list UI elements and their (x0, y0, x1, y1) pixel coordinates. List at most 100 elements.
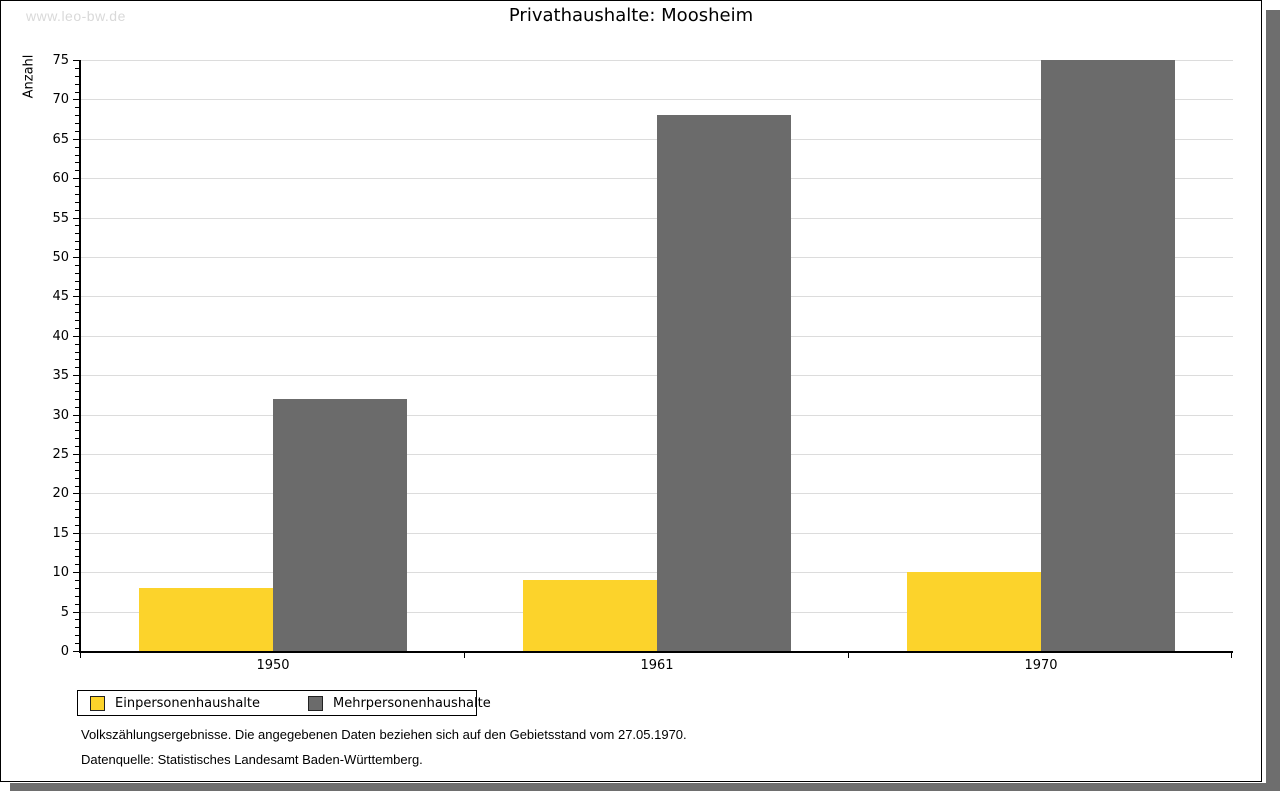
y-axis-major-tick-60 (73, 178, 79, 179)
y-axis-minor-tick (75, 486, 79, 487)
y-axis-minor-tick (75, 210, 79, 211)
y-axis-major-tick-15 (73, 533, 79, 534)
y-axis-minor-tick (75, 76, 79, 77)
y-axis-tick-label-0: 0 (60, 644, 69, 659)
y-axis-tick-label-70: 70 (52, 92, 69, 107)
y-axis-minor-tick (75, 359, 79, 360)
y-axis-minor-tick (75, 147, 79, 148)
y-axis-minor-tick (75, 107, 79, 108)
x-axis-boundary-tick (1231, 653, 1232, 658)
y-axis-minor-tick (75, 170, 79, 171)
y-axis-minor-tick (75, 446, 79, 447)
y-axis-minor-tick (75, 525, 79, 526)
y-axis-minor-tick (75, 438, 79, 439)
y-axis-minor-tick (75, 84, 79, 85)
y-axis-minor-tick (75, 422, 79, 423)
gridline-y-70 (81, 99, 1233, 100)
plot-area: 0 5 10 15 20 25 30 35 40 45 50 55 60 65 70 75 1950 1961 19… (52, 53, 1233, 673)
x-axis-boundary-tick (848, 653, 849, 658)
y-axis-minor-tick (75, 241, 79, 242)
y-axis-tick-label-75: 75 (52, 53, 69, 68)
bar-mehrpersonenhaushalte-1970 (1041, 60, 1175, 651)
y-axis-minor-tick (75, 155, 79, 156)
legend-label-mehrpersonenhaushalte: Mehrpersonenhaushalte (333, 695, 491, 711)
y-axis-minor-tick (75, 391, 79, 392)
y-axis-tick-label-5: 5 (60, 605, 69, 620)
y-axis-minor-tick (75, 517, 79, 518)
y-axis-minor-tick (75, 549, 79, 550)
y-axis-minor-tick (75, 194, 79, 195)
y-axis-tick-label-20: 20 (52, 486, 69, 501)
y-axis-minor-tick (75, 509, 79, 510)
legend-label-einpersonenhaushalte: Einpersonenhaushalte (115, 695, 260, 711)
x-axis-category-label-1970: 1970 (1024, 658, 1058, 673)
y-axis-minor-tick (75, 556, 79, 557)
y-axis-tick-label-45: 45 (52, 289, 69, 304)
y-axis-minor-tick (75, 304, 79, 305)
y-axis-minor-tick (75, 92, 79, 93)
watermark: www.leo-bw.de (26, 8, 126, 24)
y-axis-minor-tick (75, 462, 79, 463)
frame-shadow-bottom (10, 783, 1280, 791)
y-axis-minor-tick (75, 564, 79, 565)
y-axis-major-tick-20 (73, 493, 79, 494)
bar-einpersonenhaushalte-1961 (523, 580, 657, 651)
y-axis-minor-tick (75, 281, 79, 282)
y-axis-tick-label-10: 10 (52, 565, 69, 580)
footnote-data-source: Datenquelle: Statistisches Landesamt Bad… (81, 752, 423, 767)
y-axis-major-tick-5 (73, 612, 79, 613)
y-axis-minor-tick (75, 312, 79, 313)
legend-swatch-einpersonenhaushalte (90, 695, 105, 711)
chart-frame: www.leo-bw.de Privathaushalte: Moosheim … (0, 0, 1262, 782)
y-axis-minor-tick (75, 233, 79, 234)
y-axis-major-tick-75 (73, 60, 79, 61)
y-axis-major-tick-25 (73, 454, 79, 455)
y-axis-major-tick-55 (73, 218, 79, 219)
y-axis-minor-tick (75, 289, 79, 290)
y-axis-minor-tick (75, 407, 79, 408)
y-axis-tick-label-30: 30 (52, 408, 69, 423)
y-axis-minor-tick (75, 320, 79, 321)
y-axis-tick-label-25: 25 (52, 447, 69, 462)
y-axis-minor-tick (75, 352, 79, 353)
y-axis-minor-tick (75, 249, 79, 250)
y-axis-minor-tick (75, 627, 79, 628)
y-axis-minor-tick (75, 115, 79, 116)
y-axis-tick-label-65: 65 (52, 132, 69, 147)
y-axis-minor-tick (75, 265, 79, 266)
y-axis-minor-tick (75, 430, 79, 431)
y-axis-major-tick-10 (73, 572, 79, 573)
y-axis-minor-tick (75, 478, 79, 479)
footnote-census-note: Volkszählungsergebnisse. Die angegebenen… (81, 727, 687, 742)
y-axis-tick-label-55: 55 (52, 211, 69, 226)
x-axis-category-label-1950: 1950 (256, 658, 290, 673)
bar-einpersonenhaushalte-1950 (139, 588, 273, 651)
gridline-y-75 (81, 60, 1233, 61)
frame-shadow-right (1266, 10, 1280, 791)
y-axis-major-tick-70 (73, 99, 79, 100)
y-axis-tick-label-50: 50 (52, 250, 69, 265)
legend: Einpersonenhaushalte Mehrpersonenhaushal… (77, 690, 491, 716)
bar-mehrpersonenhaushalte-1961 (657, 115, 791, 651)
y-axis-major-tick-65 (73, 139, 79, 140)
x-axis-boundary-tick (80, 653, 81, 658)
y-axis-minor-tick (75, 643, 79, 644)
y-axis-minor-tick (75, 541, 79, 542)
bar-mehrpersonenhaushalte-1950 (273, 399, 407, 651)
bar-einpersonenhaushalte-1970 (907, 572, 1041, 651)
y-axis-tick-label-35: 35 (52, 368, 69, 383)
y-axis-minor-tick (75, 580, 79, 581)
y-axis-minor-tick (75, 123, 79, 124)
x-axis-category-label-1961: 1961 (640, 658, 674, 673)
y-axis-minor-tick (75, 399, 79, 400)
y-axis-tick-label-15: 15 (52, 526, 69, 541)
y-axis-minor-tick (75, 588, 79, 589)
y-axis-major-tick-30 (73, 415, 79, 416)
y-axis-minor-tick (75, 604, 79, 605)
y-axis-minor-tick (75, 619, 79, 620)
y-axis-minor-tick (75, 344, 79, 345)
y-axis-major-tick-0 (73, 651, 79, 652)
x-axis-boundary-tick (464, 653, 465, 658)
y-axis-major-tick-45 (73, 296, 79, 297)
y-axis-minor-tick (75, 131, 79, 132)
